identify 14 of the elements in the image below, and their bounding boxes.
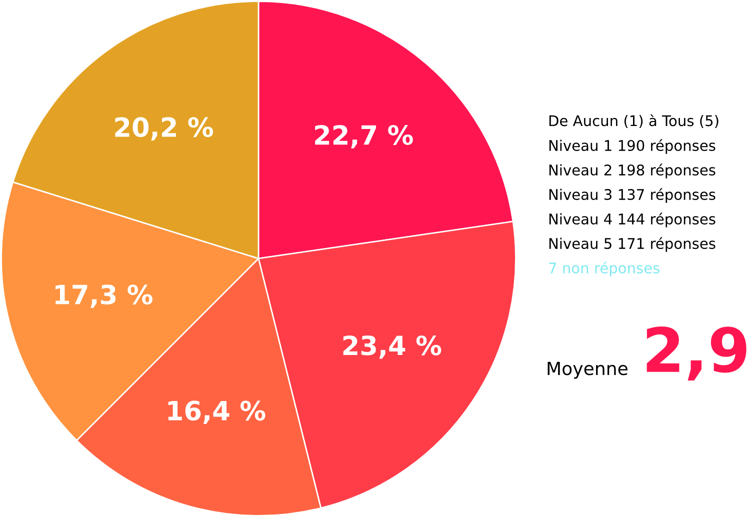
text: Niveau 4 144 réponses xyxy=(549,212,716,228)
data-label: 20,2 % xyxy=(115,117,214,140)
text: Niveau 5 171 réponses xyxy=(549,237,716,252)
text: 7 non réponses xyxy=(549,262,660,276)
text: De Aucun (1) à Tous (5) xyxy=(549,114,718,128)
data-label: 22,7 % xyxy=(315,124,413,148)
data-label: 23,4 % xyxy=(343,335,442,359)
data-label: 17,3 % xyxy=(56,284,152,308)
text: Moyenne xyxy=(548,362,628,379)
text: Niveau 1 190 réponses xyxy=(549,139,716,154)
data-label: 16,4 % xyxy=(168,400,266,424)
text: Niveau 3 137 réponses xyxy=(549,188,716,203)
text: 2,9 xyxy=(646,326,746,381)
text: Niveau 2 198 réponses xyxy=(549,164,716,178)
